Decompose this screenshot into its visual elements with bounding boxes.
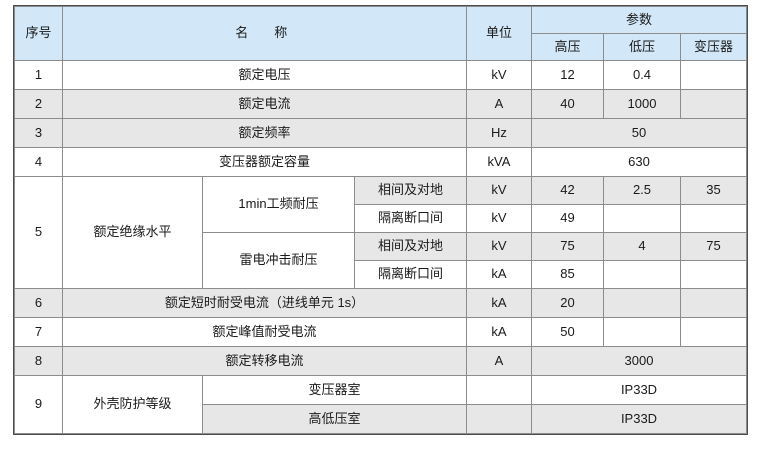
row-value-transformer — [679, 204, 748, 233]
row-value-hv: 50 — [531, 317, 604, 347]
row-unit: kV — [466, 60, 532, 90]
subitem-label: 变压器室 — [202, 375, 467, 405]
row-name: 额定电压 — [62, 60, 467, 90]
row-seq: 2 — [14, 89, 63, 119]
table-header: 序号 名 称 单位 参数 高压 低压 变压器 — [14, 6, 748, 61]
row-value-hv: 75 — [531, 232, 604, 261]
row-value-hv: 40 — [531, 89, 604, 119]
header-row-top: 序号 名 称 单位 参数 — [14, 6, 748, 61]
row-value-lv — [603, 260, 681, 289]
row-value-transformer — [679, 89, 748, 119]
table-row: 7 额定峰值耐受电流 kA 50 — [14, 317, 748, 347]
table-body: 1 额定电压 kV 12 0.4 2 额定电流 A 40 1000 3 额定频率… — [14, 60, 748, 434]
row-seq: 4 — [14, 147, 63, 177]
row-name: 外壳防护等级 — [62, 375, 203, 434]
row-unit — [466, 404, 532, 434]
row-value-merged: 630 — [530, 147, 748, 177]
table-row: 6 额定短时耐受电流（进线单元 1s） kA 20 — [14, 288, 748, 318]
header-row-sub: 高压 低压 变压器 — [15, 33, 748, 61]
row-name: 额定转移电流 — [62, 346, 467, 376]
row-value-hv: 49 — [531, 204, 604, 233]
row-value-lv — [603, 204, 681, 233]
specification-table: 序号 名 称 单位 参数 高压 低压 变压器 1 额定电压 kV 12 0.4 — [12, 5, 749, 435]
subitem-label: 相间及对地 — [354, 176, 467, 205]
row-name: 额定电流 — [62, 89, 467, 119]
row-value-hv: 42 — [531, 176, 604, 205]
row-value-lv — [603, 317, 681, 347]
row-seq: 9 — [14, 375, 63, 434]
subitem-label: 隔离断口间 — [354, 260, 467, 289]
row-value-transformer: 75 — [679, 232, 748, 261]
row-value-transformer — [679, 288, 748, 318]
row-unit: Hz — [466, 118, 532, 148]
row-value-merged: IP33D — [530, 375, 748, 405]
row-value-hv: 12 — [531, 60, 604, 90]
subitem-label: 高低压室 — [202, 404, 467, 434]
row-unit — [466, 375, 532, 405]
header-parameters: 参数 — [530, 6, 748, 34]
row-value-merged: 50 — [530, 118, 748, 148]
subgroup-label: 雷电冲击耐压 — [202, 232, 355, 289]
table-row: 9 外壳防护等级 变压器室 IP33D — [14, 375, 748, 434]
row-name: 额定绝缘水平 — [62, 176, 203, 289]
row-unit: kV — [466, 204, 532, 233]
header-high-voltage: 高压 — [531, 33, 604, 61]
subgroup-label: 1min工频耐压 — [202, 176, 355, 233]
table-row: 3 额定频率 Hz 50 — [14, 118, 748, 148]
row-seq: 6 — [14, 288, 63, 318]
table-row: 8 额定转移电流 A 3000 — [14, 346, 748, 376]
row-unit: kVA — [466, 147, 532, 177]
table-row: 5 额定绝缘水平 1min工频耐压 相间及对地 kV 42 2.5 35 — [14, 176, 748, 289]
subitem-label: 隔离断口间 — [354, 204, 467, 233]
table-row: 高低压室 IP33D — [14, 404, 748, 434]
row-value-hv: 85 — [531, 260, 604, 289]
row-name: 变压器额定容量 — [62, 147, 467, 177]
row-value-merged: 3000 — [530, 346, 748, 376]
header-low-voltage: 低压 — [603, 33, 681, 61]
header-unit: 单位 — [466, 6, 532, 61]
row-value-transformer: 35 — [679, 176, 748, 205]
row-seq: 3 — [14, 118, 63, 148]
row-seq: 5 — [14, 176, 63, 289]
row-value-lv: 0.4 — [603, 60, 681, 90]
header-transformer: 变压器 — [679, 33, 748, 61]
row-value-lv: 4 — [603, 232, 681, 261]
row-value-merged: IP33D — [530, 404, 748, 434]
table-row: 4 变压器额定容量 kVA 630 — [14, 147, 748, 177]
row-name: 额定频率 — [62, 118, 467, 148]
row-value-lv: 1000 — [603, 89, 681, 119]
row-name: 额定峰值耐受电流 — [62, 317, 467, 347]
subitem-label: 相间及对地 — [354, 232, 467, 261]
row-seq: 7 — [14, 317, 63, 347]
row-seq: 8 — [14, 346, 63, 376]
row-value-transformer — [679, 260, 748, 289]
row-value-lv — [603, 288, 681, 318]
row-name: 额定短时耐受电流（进线单元 1s） — [62, 288, 467, 318]
row-unit: kA — [466, 317, 532, 347]
row-value-transformer — [679, 60, 748, 90]
row-value-lv: 2.5 — [603, 176, 681, 205]
row-unit: kA — [466, 260, 532, 289]
row-unit: kV — [466, 176, 532, 205]
row-seq: 1 — [14, 60, 63, 90]
row-unit: kV — [466, 232, 532, 261]
row-unit: A — [466, 89, 532, 119]
row-value-transformer — [679, 317, 748, 347]
row-value-hv: 20 — [531, 288, 604, 318]
row-unit: A — [466, 346, 532, 376]
table-row: 1 额定电压 kV 12 0.4 — [14, 60, 748, 90]
header-seq: 序号 — [14, 6, 63, 61]
header-name: 名 称 — [62, 6, 467, 61]
table-row: 2 额定电流 A 40 1000 — [14, 89, 748, 119]
row-unit: kA — [466, 288, 532, 318]
